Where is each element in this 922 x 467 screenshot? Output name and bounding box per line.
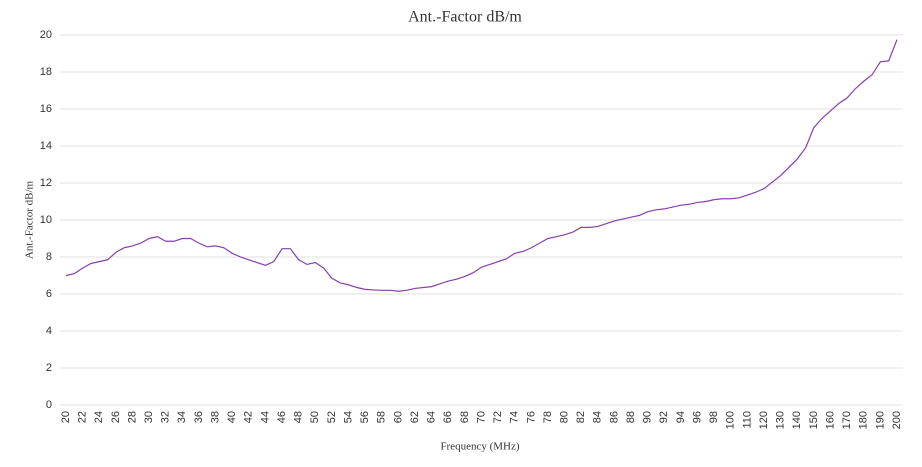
y-tick-label: 16 (40, 103, 52, 115)
x-tick-label: 72 (492, 411, 504, 423)
x-tick-label: 56 (359, 411, 371, 423)
x-tick-label: 90 (642, 411, 654, 423)
x-tick-label: 94 (675, 411, 687, 423)
x-tick-label: 66 (442, 411, 454, 423)
x-tick-label: 20 (60, 411, 72, 423)
x-tick-label: 26 (110, 411, 122, 423)
x-tick-label: 62 (409, 411, 421, 423)
x-tick-label: 44 (259, 411, 271, 423)
x-tick-label: 24 (93, 411, 105, 423)
x-tick-label: 48 (293, 411, 305, 423)
x-tick-label: 130 (775, 411, 787, 429)
data-line (65, 39, 898, 292)
x-tick-label: 80 (559, 411, 571, 423)
x-tick-label: 32 (160, 411, 172, 423)
x-tick-label: 42 (243, 411, 255, 423)
x-tick-label: 68 (459, 411, 471, 423)
x-tick-label: 100 (725, 411, 737, 429)
x-tick-label: 150 (808, 411, 820, 429)
x-tick-label: 64 (426, 411, 438, 423)
x-tick-label: 78 (542, 411, 554, 423)
x-tick-label: 200 (891, 411, 903, 429)
x-tick-label: 160 (824, 411, 836, 429)
x-tick-label: 54 (342, 411, 354, 423)
y-tick-label: 2 (46, 362, 52, 374)
x-tick-label: 84 (592, 411, 604, 423)
y-tick-label: 8 (46, 251, 52, 263)
x-tick-label: 88 (625, 411, 637, 423)
y-tick-label: 20 (40, 29, 52, 41)
x-tick-label: 52 (326, 411, 338, 423)
y-tick-label: 10 (40, 214, 52, 226)
y-tick-label: 18 (40, 66, 52, 78)
x-tick-label: 28 (126, 411, 138, 423)
y-tick-label: 12 (40, 177, 52, 189)
x-tick-label: 120 (758, 411, 770, 429)
y-tick-label: 4 (46, 325, 52, 337)
x-tick-label: 70 (475, 411, 487, 423)
x-tick-label: 40 (226, 411, 238, 423)
x-tick-label: 86 (608, 411, 620, 423)
x-tick-label: 180 (858, 411, 870, 429)
x-tick-label: 50 (309, 411, 321, 423)
x-tick-label: 190 (874, 411, 886, 429)
y-axis-label: Ant.-Factor dB/m (24, 180, 36, 259)
x-tick-label: 46 (276, 411, 288, 423)
y-tick-label: 14 (40, 140, 52, 152)
x-tick-label: 30 (143, 411, 155, 423)
x-axis-label: Frequency (MHz) (440, 441, 519, 453)
x-tick-label: 76 (525, 411, 537, 423)
x-tick-label: 96 (691, 411, 703, 423)
chart-title: Ant.-Factor dB/m (408, 9, 522, 26)
x-tick-label: 74 (509, 411, 521, 423)
x-tick-label: 140 (791, 411, 803, 429)
y-tick-label: 6 (46, 288, 52, 300)
x-tick-label: 170 (841, 411, 853, 429)
x-tick-label: 60 (392, 411, 404, 423)
x-tick-label: 92 (658, 411, 670, 423)
x-tick-label: 22 (77, 411, 89, 423)
x-tick-label: 58 (376, 411, 388, 423)
x-tick-label: 98 (708, 411, 720, 423)
y-tick-label: 0 (46, 399, 52, 411)
x-tick-label: 110 (741, 411, 753, 429)
x-tick-label: 38 (209, 411, 221, 423)
x-tick-label: 82 (575, 411, 587, 423)
x-tick-label: 36 (193, 411, 205, 423)
x-tick-label: 34 (176, 411, 188, 423)
